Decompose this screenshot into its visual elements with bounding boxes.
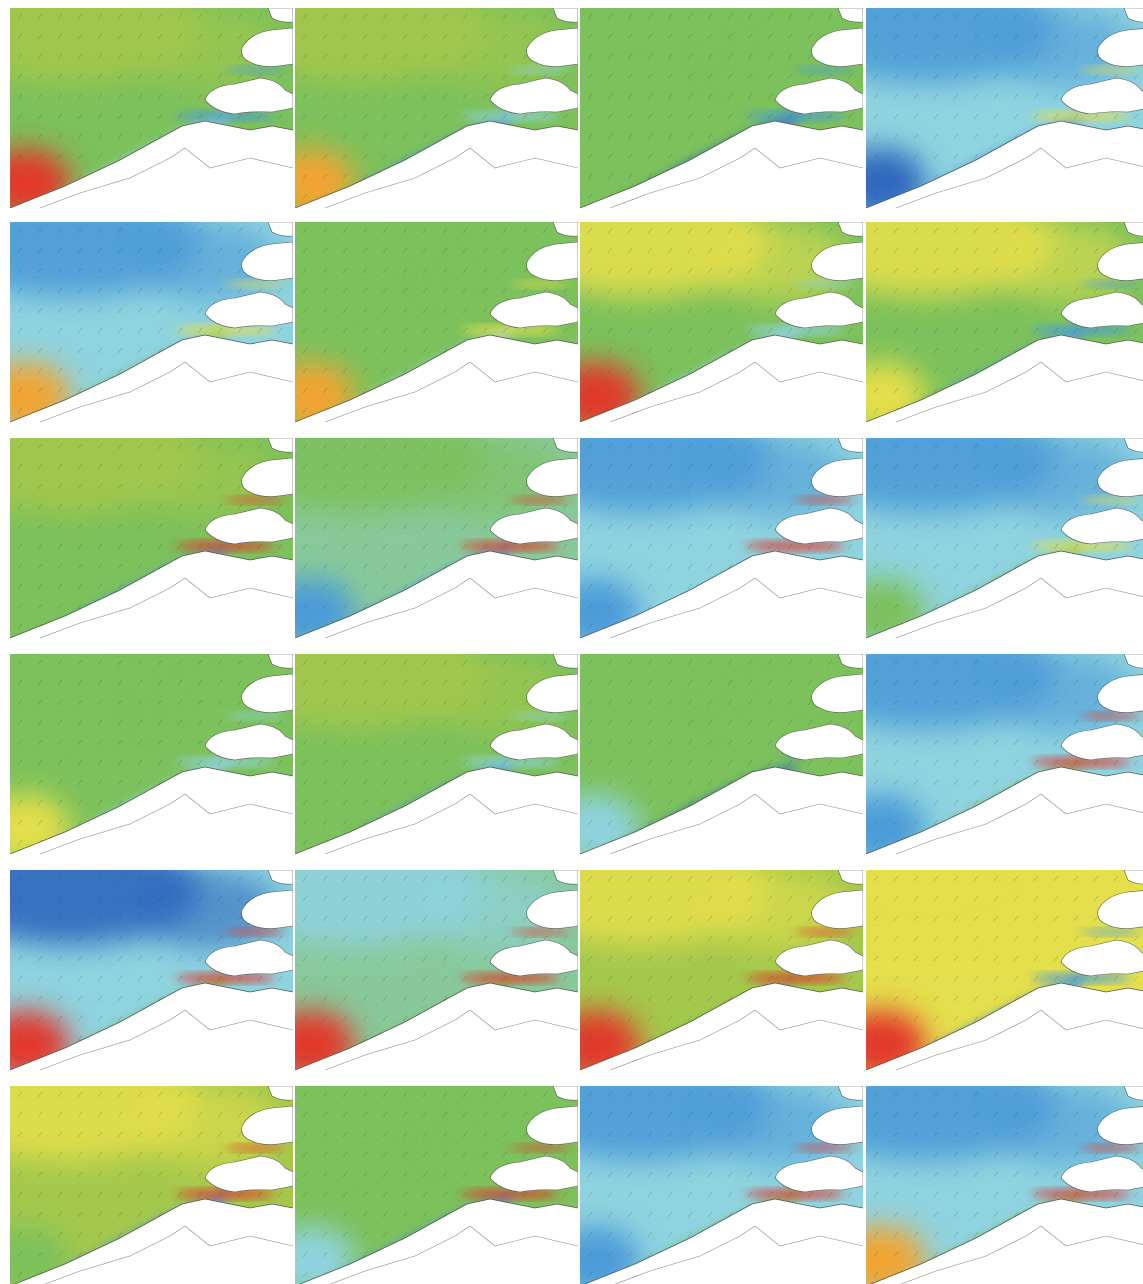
estuary-streak bbox=[795, 497, 855, 503]
estuary-streak bbox=[745, 974, 845, 982]
map-panel bbox=[0, 1051, 293, 1284]
estuary-streak bbox=[795, 1145, 855, 1151]
estuary-streak bbox=[1031, 326, 1131, 334]
estuary-streak bbox=[1031, 542, 1131, 550]
map-panel bbox=[0, 0, 293, 241]
estuary-streak bbox=[1031, 1190, 1131, 1198]
map-panel bbox=[0, 187, 293, 455]
estuary-streak bbox=[745, 112, 845, 120]
estuary-streak bbox=[745, 1190, 845, 1198]
estuary-streak bbox=[460, 758, 560, 766]
estuary-streak bbox=[460, 1190, 560, 1198]
map-panel bbox=[0, 835, 293, 1103]
estuary-streak bbox=[795, 67, 855, 73]
estuary-streak bbox=[1081, 281, 1141, 287]
estuary-streak bbox=[225, 281, 285, 287]
estuary-streak bbox=[510, 67, 570, 73]
estuary-streak bbox=[1081, 713, 1141, 719]
map-panel bbox=[0, 403, 293, 671]
map-grid bbox=[0, 0, 1143, 1284]
estuary-streak bbox=[795, 713, 855, 719]
estuary-streak bbox=[175, 542, 275, 550]
estuary-streak bbox=[510, 281, 570, 287]
estuary-streak bbox=[175, 758, 275, 766]
estuary-streak bbox=[745, 758, 845, 766]
estuary-streak bbox=[510, 497, 570, 503]
map-panel bbox=[0, 619, 293, 887]
estuary-streak bbox=[510, 713, 570, 719]
estuary-streak bbox=[1081, 497, 1141, 503]
estuary-streak bbox=[1031, 758, 1131, 766]
page: (() => { JSON.parse(document.getElementB… bbox=[0, 0, 1143, 1284]
estuary-streak bbox=[1081, 67, 1141, 73]
estuary-streak bbox=[225, 67, 285, 73]
estuary-streak bbox=[510, 1145, 570, 1151]
estuary-streak bbox=[225, 497, 285, 503]
estuary-streak bbox=[510, 929, 570, 935]
estuary-streak bbox=[175, 326, 275, 334]
estuary-streak bbox=[225, 929, 285, 935]
estuary-streak bbox=[225, 1145, 285, 1151]
estuary-streak bbox=[175, 1190, 275, 1198]
estuary-streak bbox=[1031, 974, 1131, 982]
estuary-streak bbox=[460, 326, 560, 334]
estuary-streak bbox=[460, 542, 560, 550]
estuary-streak bbox=[795, 929, 855, 935]
estuary-streak bbox=[460, 112, 560, 120]
estuary-streak bbox=[175, 974, 275, 982]
estuary-streak bbox=[1081, 1145, 1141, 1151]
estuary-streak bbox=[795, 281, 855, 287]
estuary-streak bbox=[460, 974, 560, 982]
estuary-streak bbox=[745, 326, 845, 334]
estuary-streak bbox=[225, 713, 285, 719]
estuary-streak bbox=[745, 542, 845, 550]
estuary-streak bbox=[175, 112, 275, 120]
estuary-streak bbox=[1081, 929, 1141, 935]
estuary-streak bbox=[1031, 112, 1131, 120]
